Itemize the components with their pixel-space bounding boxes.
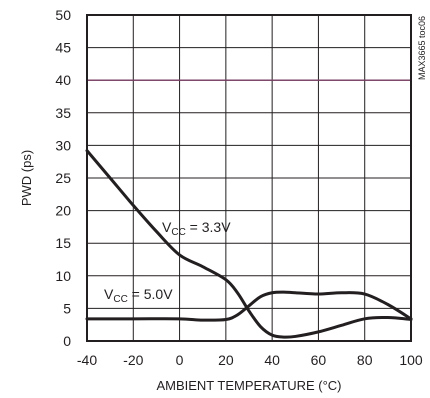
x-tick-label: 40	[264, 352, 280, 368]
series-label-vcc-3v3-rest: = 3.3V	[186, 219, 231, 235]
watermark-text: MAX3665 toc06	[417, 16, 427, 80]
y-tick-label: 5	[63, 300, 71, 316]
y-tick-label: 25	[55, 170, 71, 186]
x-tick-label: -40	[77, 352, 97, 368]
series-lines	[87, 151, 411, 338]
series-label-vcc-5v0-sub: CC	[113, 294, 127, 305]
x-tick-label: 60	[311, 352, 327, 368]
y-tick-label: 50	[55, 7, 71, 23]
x-tick-label: 20	[218, 352, 234, 368]
x-tick-label: 80	[357, 352, 373, 368]
x-axis-label: AMBIENT TEMPERATURE (°C)	[156, 378, 341, 393]
x-tick-labels: -40 -20 0 20 40 60 80 100	[77, 352, 423, 368]
series-label-vcc-5v0-rest: = 5.0V	[128, 286, 173, 302]
y-tick-label: 20	[55, 203, 71, 219]
series-label-vcc-5v0: VCC = 5.0V	[104, 286, 173, 305]
series-line-vcc-3v3	[87, 151, 411, 338]
y-tick-label: 45	[55, 40, 71, 56]
series-label-vcc-3v3-sub: CC	[171, 227, 185, 238]
y-tick-label: 10	[55, 268, 71, 284]
y-tick-label: 40	[55, 72, 71, 88]
y-tick-label: 15	[55, 235, 71, 251]
series-label-vcc-3v3: VCC = 3.3V	[162, 219, 231, 238]
y-tick-label: 35	[55, 105, 71, 121]
y-tick-label: 30	[55, 137, 71, 153]
x-tick-label: -20	[123, 352, 143, 368]
y-tick-labels: 0 5 10 15 20 25 30 35 40 45 50	[55, 7, 71, 349]
x-tick-label: 100	[399, 352, 423, 368]
y-axis-label: PWD (ps)	[19, 150, 34, 206]
y-tick-label: 0	[63, 333, 71, 349]
x-tick-label: 0	[176, 352, 184, 368]
